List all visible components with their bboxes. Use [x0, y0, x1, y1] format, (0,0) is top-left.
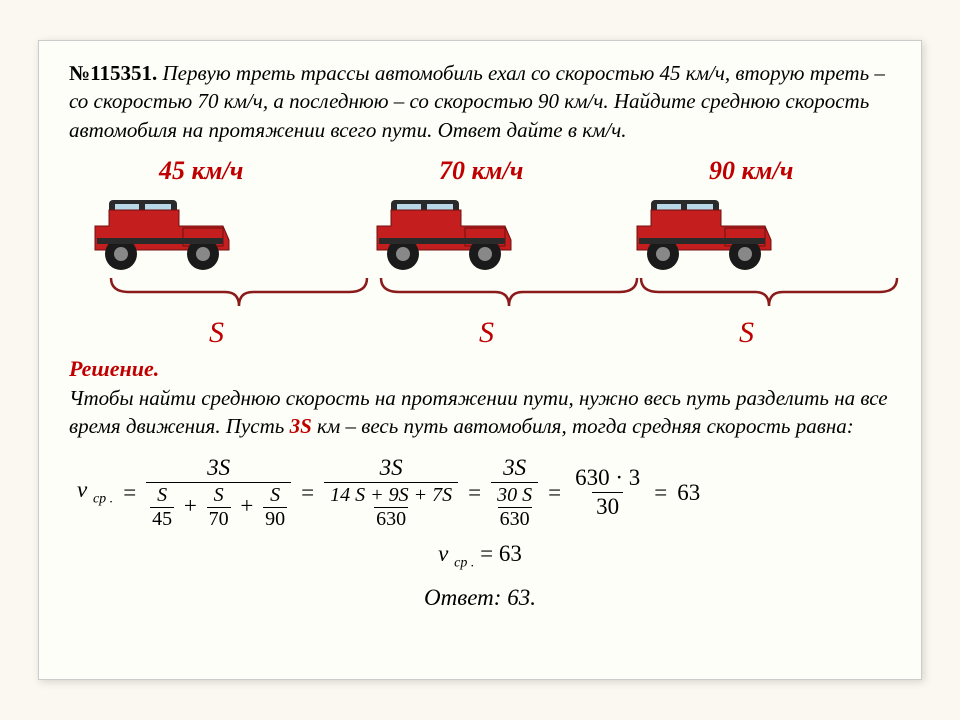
problem-statement: №115351. Первую треть трассы автомобиль …	[69, 59, 891, 144]
formula-main: v ср . = 3S S45 + S70 + S90 = 3S 14 S + …	[69, 455, 891, 531]
brace-3	[639, 274, 899, 319]
solution-text: Чтобы найти среднюю скорость на протяжен…	[69, 384, 891, 441]
braces-row	[69, 274, 891, 318]
equals-3: =	[468, 480, 481, 506]
solution-text-after: км – весь путь автомобиля, тогда средняя…	[312, 414, 854, 438]
answer-line: Ответ: 63.	[69, 585, 891, 611]
solution-highlight: 3S	[290, 414, 312, 438]
equals-1: =	[123, 480, 136, 506]
problem-body: Первую треть трассы автомобиль ехал со с…	[69, 61, 885, 142]
brace-1	[109, 274, 369, 319]
fraction-step2: 3S 14 S + 9S + 7S630	[324, 455, 458, 531]
equals-4: =	[548, 480, 561, 506]
formula-result: 63	[677, 480, 700, 506]
car-icon-3	[629, 190, 779, 279]
formula-lhs: v ср .	[77, 477, 113, 508]
speed-labels-row: 45 км/ч 70 км/ч 90 км/ч	[69, 156, 891, 186]
equals-5: =	[654, 480, 667, 506]
answer-label: Ответ:	[424, 585, 507, 610]
car-icon-2	[369, 190, 519, 279]
content-panel: №115351. Первую треть трассы автомобиль …	[38, 40, 922, 680]
segment-label-1: S	[209, 316, 479, 350]
cars-diagram	[69, 190, 891, 280]
result-line: v ср . = 63	[69, 541, 891, 572]
segment-label-3: S	[739, 316, 754, 350]
speed-label-1: 45 км/ч	[159, 156, 439, 186]
equals-2: =	[301, 480, 314, 506]
fraction-step1: 3S S45 + S70 + S90	[146, 455, 291, 531]
fraction-step3: 3S 30 S630	[491, 455, 538, 531]
problem-number: №115351.	[69, 61, 157, 85]
car-icon-1	[87, 190, 237, 279]
segment-labels-row: S S S	[69, 316, 891, 350]
segment-label-2: S	[479, 316, 739, 350]
answer-value: 63.	[507, 585, 536, 610]
speed-label-3: 90 км/ч	[709, 156, 793, 186]
solution-title: Решение.	[69, 356, 891, 382]
fraction-step4: 630 · 3 30	[571, 465, 644, 520]
brace-2	[379, 274, 639, 319]
speed-label-2: 70 км/ч	[439, 156, 709, 186]
